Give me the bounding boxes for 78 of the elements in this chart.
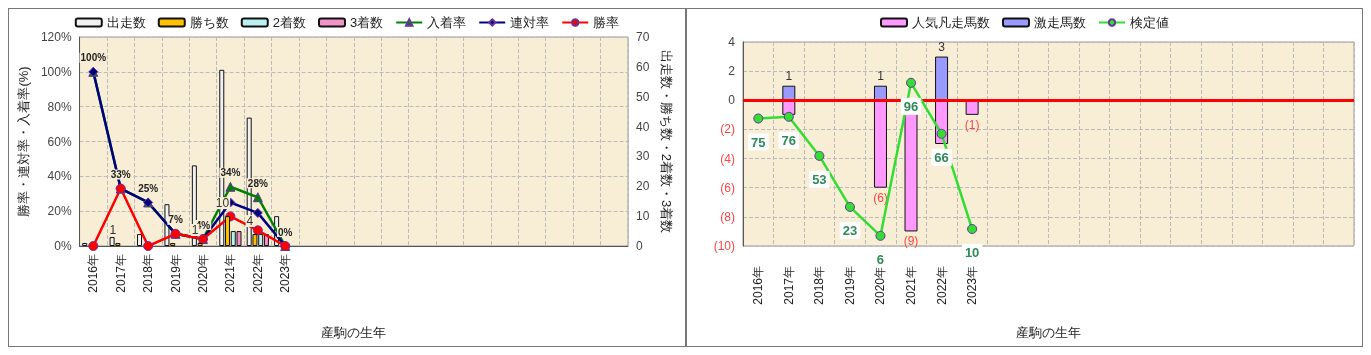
- legend-label: 検定値: [1130, 15, 1169, 30]
- x-tick-label: 2018年: [812, 266, 827, 305]
- x-tick-label: 2018年: [141, 254, 156, 293]
- y-tick-label: 100%: [40, 64, 72, 79]
- legend-label: 人気凡走馬数: [912, 15, 990, 30]
- data-label: 10: [215, 196, 230, 211]
- legend-label: 激走馬数: [1034, 15, 1086, 30]
- data-label: (1): [964, 117, 980, 132]
- y-tick-label: 60%: [47, 134, 72, 149]
- data-label: 23: [842, 222, 858, 238]
- y-axis-title: 勝率・連対率・入着率(%): [16, 66, 31, 217]
- y-tick-label: (2): [720, 122, 735, 137]
- x-tick-label: 2021年: [223, 254, 238, 293]
- y-tick-label: 0: [728, 93, 736, 108]
- data-label: 6: [876, 251, 885, 267]
- x-tick-label: 2021年: [904, 266, 919, 305]
- data-label: 1: [785, 68, 793, 83]
- y-tick-label: 120%: [40, 30, 72, 44]
- y2-tick-label: 50: [636, 89, 650, 104]
- legend-label: 勝率: [593, 15, 620, 30]
- x-tick-label: 2017年: [781, 266, 796, 305]
- x-tick-label: 2017年: [113, 254, 128, 293]
- data-label: 25%: [138, 182, 159, 194]
- data-label: 0%: [278, 226, 293, 238]
- x-tick-label: 2023年: [965, 266, 980, 305]
- data-label: 76: [781, 132, 797, 148]
- y2-tick-label: 60: [636, 59, 650, 74]
- data-label: 1: [191, 223, 199, 238]
- y2-tick-label: 0: [636, 239, 643, 253]
- data-label: 33%: [110, 169, 131, 181]
- data-label: 53: [812, 171, 827, 187]
- data-label: 10: [964, 245, 980, 260]
- x-tick-label: 2020年: [195, 254, 210, 293]
- data-label: 28%: [247, 177, 268, 189]
- y-tick-label: 80%: [47, 99, 72, 114]
- x-tick-label: 2016年: [86, 254, 101, 293]
- x-tick-label: 2023年: [278, 254, 293, 293]
- legend-label: 出走数: [106, 15, 146, 30]
- y-tick-label: (8): [720, 209, 735, 224]
- y2-tick-label: 70: [636, 30, 650, 44]
- y2-tick-label: 40: [636, 119, 650, 134]
- data-label: 7%: [168, 214, 183, 226]
- x-tick-label: 2019年: [842, 266, 857, 305]
- y2-tick-label: 20: [636, 179, 650, 194]
- data-label: 34%: [220, 167, 241, 179]
- y-tick-label: 20%: [47, 204, 72, 219]
- y2-axis-title: 出走数・勝ち数・2着数・3着数: [659, 49, 675, 234]
- y-tick-label: 4: [728, 35, 736, 49]
- x-axis-title: 産駒の生年: [1016, 325, 1081, 340]
- x-tick-label: 2022年: [934, 266, 949, 305]
- data-label: 3: [938, 39, 946, 54]
- data-label: 75: [751, 134, 766, 150]
- legend-label: 勝ち数: [189, 15, 229, 30]
- legend-label: 3着数: [350, 15, 384, 30]
- x-tick-label: 2016年: [751, 266, 766, 305]
- data-label: 66: [934, 149, 949, 165]
- y-tick-label: (4): [720, 151, 735, 166]
- data-label: (6): [873, 190, 888, 205]
- x-tick-label: 2019年: [168, 254, 183, 293]
- legend-label: 入着率: [427, 15, 467, 30]
- y2-tick-label: 10: [636, 209, 650, 224]
- x-tick-label: 2022年: [250, 254, 265, 293]
- y-tick-label: 40%: [47, 169, 72, 184]
- y-tick-label: (10): [713, 239, 735, 253]
- data-label: 1: [877, 68, 885, 83]
- y-tick-label: 2: [728, 64, 736, 79]
- legend-label: 2着数: [272, 15, 306, 30]
- legend-label: 連対率: [510, 15, 550, 30]
- x-tick-label: 2020年: [873, 266, 888, 305]
- y-tick-label: 0%: [54, 239, 72, 253]
- x-axis-title: 産駒の生年: [321, 325, 387, 340]
- data-label: 96: [903, 98, 919, 114]
- y2-tick-label: 30: [636, 149, 650, 164]
- data-label: 1: [109, 223, 117, 238]
- data-label: 4: [246, 214, 254, 229]
- data-label: (9): [903, 234, 919, 249]
- y-tick-label: (6): [720, 180, 735, 195]
- data-label: 100%: [80, 52, 107, 64]
